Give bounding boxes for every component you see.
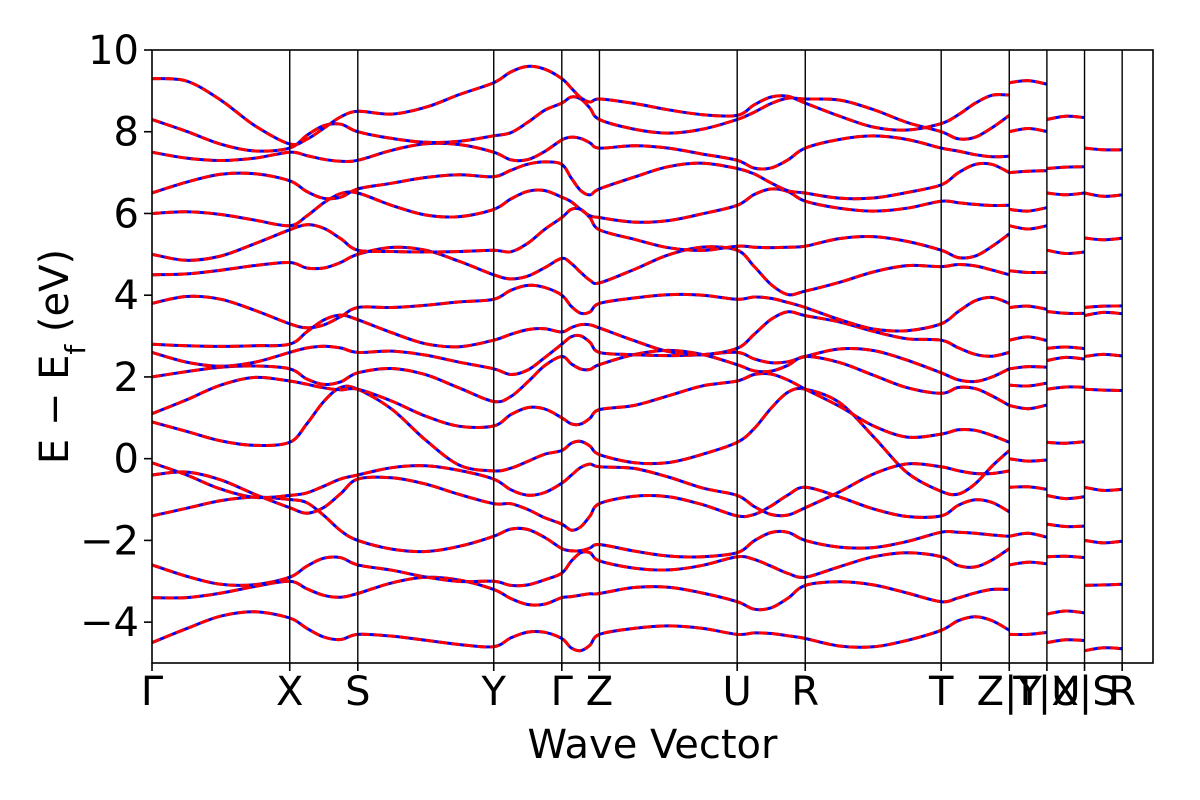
band-line-blue-17 [152, 95, 1011, 153]
x-tick-label: T [928, 669, 954, 715]
segment-band-1-4-red [1046, 493, 1085, 501]
segment-band-0-0-red [1009, 630, 1048, 637]
y-tick-label: 0 [114, 437, 139, 483]
x-tick-label: R [1108, 669, 1136, 715]
segment-band-2-5-red [1084, 352, 1123, 358]
segment-band-0-14-red [1009, 126, 1048, 134]
band-line-red-3 [152, 495, 1010, 559]
band-line-blue-7 [152, 372, 1010, 444]
segment-band-1-0-red [1046, 638, 1085, 645]
segment-band-1-7-red [1046, 355, 1085, 363]
x-tick-label: Z [586, 669, 613, 715]
segment-band-0-4-red [1009, 457, 1048, 463]
segment-band-1-10-red [1046, 248, 1085, 256]
segment-band-1-3-red [1046, 522, 1085, 529]
segment-band-2-0-red [1084, 646, 1123, 653]
x-tick-label: Γ [551, 669, 574, 715]
band-line-blue-9 [152, 333, 1010, 384]
x-tick-label: S [345, 669, 370, 715]
x-tick-label: U [723, 669, 752, 715]
band-line-blue-5 [152, 461, 1010, 518]
segment-band-1-2-red [1046, 554, 1085, 560]
x-tick-label: X [276, 669, 303, 715]
bands-layer [152, 64, 1123, 653]
y-tick-label: 6 [114, 191, 139, 237]
segment-band-1-12-red [1046, 165, 1085, 170]
band-line-red-15 [152, 160, 1010, 201]
segment-band-1-5-red [1046, 440, 1085, 445]
segment-band-0-7-red [1009, 365, 1047, 371]
x-tick-label: R [791, 669, 819, 715]
band-line-red-5 [152, 461, 1010, 518]
segment-band-1-8-red [1046, 345, 1085, 351]
y-tick-label: 10 [88, 28, 139, 74]
segment-band-2-7-red [1084, 304, 1123, 309]
y-tick-label: −4 [80, 600, 139, 646]
band-line-red-14 [152, 187, 1010, 228]
segment-band-0-9-red [1009, 304, 1048, 311]
y-tick-label: 4 [114, 273, 139, 319]
band-line-red-13 [152, 206, 1011, 262]
band-line-blue-4 [152, 470, 1011, 532]
segment-band-1-6-red [1046, 385, 1085, 391]
segment-band-2-8-red [1084, 236, 1123, 242]
band-line-red-9 [152, 333, 1010, 384]
x-tick-label: Z|Y [977, 669, 1043, 715]
segment-band-2-4-red [1084, 387, 1123, 392]
x-axis-title: Wave Vector [528, 722, 779, 768]
band-line-red-12 [152, 245, 1010, 297]
x-tick-label: Γ [141, 669, 164, 715]
kpoint-lines [289, 50, 1123, 663]
band-line-red-11 [152, 283, 1010, 333]
band-line-blue-15 [152, 160, 1010, 201]
band-line-red-7 [152, 372, 1010, 444]
band-line-blue-1 [152, 575, 1010, 612]
segment-band-0-6-red [1009, 381, 1048, 388]
band-line-blue-14 [152, 187, 1010, 228]
segment-band-0-3-red [1009, 485, 1048, 491]
band-line-red-6 [152, 384, 1011, 497]
x-tick-label: X|S [1051, 669, 1117, 715]
y-axis-title: E − Ef (eV) [32, 249, 92, 464]
band-line-red-18 [152, 64, 1010, 147]
band-line-red-1 [152, 575, 1010, 612]
y-ticks: −4 −2 0 2 4 6 8 10 [80, 28, 152, 646]
segment-band-0-10-red [1009, 269, 1047, 275]
segment-band-2-9-red [1084, 191, 1123, 198]
band-line-red-17 [152, 95, 1011, 153]
band-line-blue-6 [152, 384, 1011, 497]
segment-band-0-5-red [1008, 403, 1048, 411]
segment-band-2-6-red [1084, 310, 1123, 318]
segment-band-0-12-red [1009, 206, 1048, 213]
segment-band-2-2-red [1084, 538, 1123, 545]
band-line-red-2 [152, 547, 1011, 588]
x-tick-label: Y [481, 669, 507, 715]
band-line-red-4 [152, 470, 1011, 532]
segment-band-0-2-red [1009, 531, 1048, 539]
band-line-red-16 [152, 134, 1010, 171]
band-line-red-10 [152, 310, 1010, 358]
segment-band-1-9-red [1046, 310, 1085, 315]
band-line-red-8 [152, 348, 1011, 407]
segment-band-0-1-red [1009, 560, 1048, 567]
x-tick-label: T|U [1012, 669, 1080, 715]
segment-band-1-1-red [1046, 609, 1085, 616]
segment-band-0-13-red [1009, 169, 1047, 175]
x-ticks: Γ X S Y Γ Z U R T Z|YT|UX|SR [141, 663, 1136, 715]
y-tick-label: 2 [114, 355, 139, 401]
segment-band-2-10-red [1084, 146, 1123, 152]
band-line-red-0 [152, 610, 1011, 653]
segment-band-0-15-red [1009, 79, 1048, 86]
axes-frame [151, 49, 1154, 664]
segment-band-1-11-red [1046, 191, 1085, 197]
band-line-blue-18 [152, 64, 1010, 147]
segment-band-0-8-red [1008, 335, 1048, 342]
segment-band-2-3-red [1084, 485, 1123, 492]
segment-band-1-13-red [1046, 114, 1085, 121]
y-tick-label: −2 [80, 518, 139, 564]
segment-band-2-1-red [1084, 582, 1123, 587]
y-tick-label: 8 [114, 110, 139, 156]
segment-band-0-11-red [1008, 224, 1048, 231]
